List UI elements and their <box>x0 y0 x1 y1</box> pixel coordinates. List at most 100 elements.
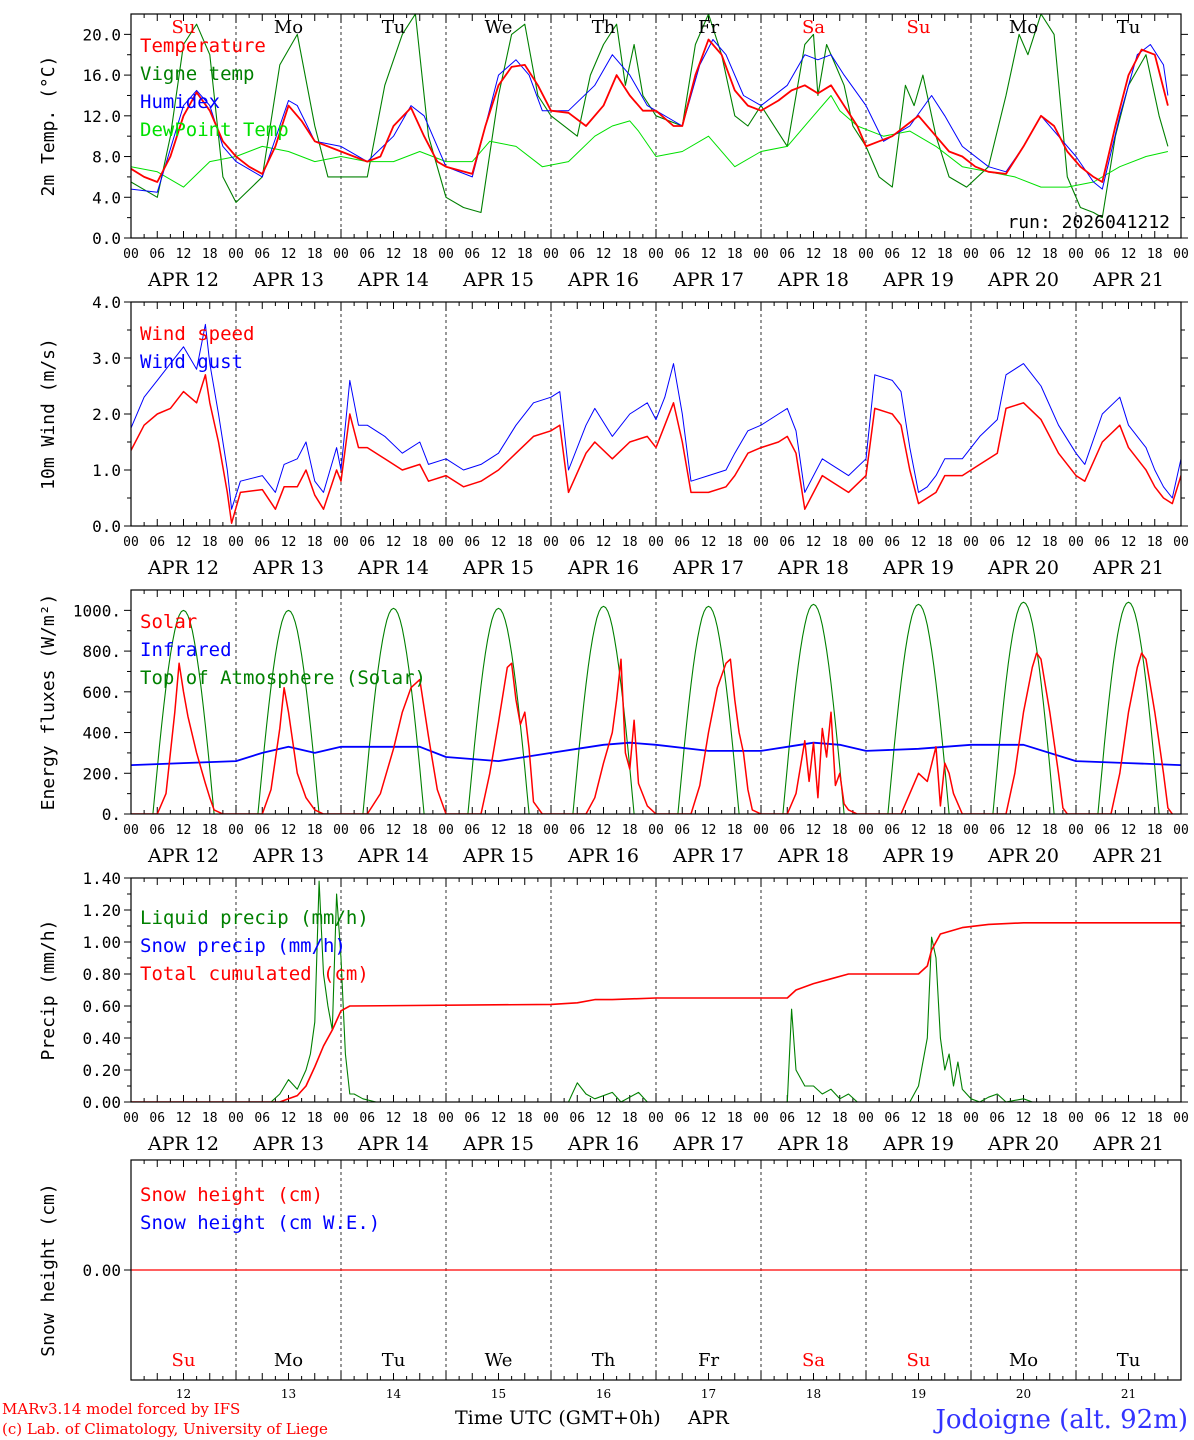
hour-tick-label: 18 <box>412 535 428 550</box>
hour-tick-label: 18 <box>622 823 638 838</box>
series-total-cumulated-cm- <box>131 922 1181 1102</box>
hour-tick-label: 18 <box>832 1111 848 1126</box>
hour-tick-label: 06 <box>1094 1111 1110 1126</box>
day-label: APR 17 <box>672 269 744 291</box>
plot-frame <box>130 589 1182 815</box>
weekday-label: Mo <box>1009 17 1038 38</box>
day-number-label: 21 <box>1121 1387 1136 1401</box>
day-number-label: 20 <box>1016 1387 1031 1401</box>
hour-tick-label: 00 <box>438 535 454 550</box>
hour-tick-label: 06 <box>989 1111 1005 1126</box>
day-label: APR 13 <box>252 269 324 291</box>
hour-tick-label: 00 <box>333 535 349 550</box>
hour-tick-label: 18 <box>1042 1111 1058 1126</box>
hour-tick-label: 00 <box>123 247 139 262</box>
hour-tick-label: 12 <box>281 823 297 838</box>
day-label: APR 12 <box>147 845 219 867</box>
hour-tick-label: 06 <box>569 823 585 838</box>
hour-tick-label: 18 <box>832 823 848 838</box>
y-tick-label: 1000. <box>73 601 121 620</box>
weekday-label: Fr <box>698 17 719 38</box>
hour-tick-label: 00 <box>438 823 454 838</box>
hour-tick-label: 12 <box>491 247 507 262</box>
series-group <box>131 323 1181 524</box>
hour-tick-label: 06 <box>884 535 900 550</box>
day-label: APR 21 <box>1092 557 1164 579</box>
hour-tick-label: 18 <box>412 823 428 838</box>
y-axis-label: 2m Temp. (°C) <box>38 56 59 197</box>
series-group <box>131 14 1169 219</box>
y-tick-label: 0.60 <box>82 997 121 1016</box>
hour-tick-label: 06 <box>989 535 1005 550</box>
day-label: APR 20 <box>987 1133 1059 1155</box>
x-axis-title: Time UTC (GMT+0h) <box>455 1407 661 1429</box>
hour-tick-label: 18 <box>727 535 743 550</box>
hour-tick-label: 00 <box>648 1111 664 1126</box>
hour-tick-label: 06 <box>569 247 585 262</box>
hour-tick-label: 00 <box>1173 823 1189 838</box>
hour-tick-label: 12 <box>1016 1111 1032 1126</box>
y-tick-label: 200. <box>82 764 121 783</box>
day-label: APR 15 <box>462 269 534 291</box>
day-number-label: 17 <box>701 1387 716 1401</box>
weekday-label: We <box>485 17 513 38</box>
hour-tick-label: 12 <box>386 1111 402 1126</box>
legend-entry: Humidex <box>140 91 220 113</box>
hour-tick-label: 12 <box>1016 535 1032 550</box>
hour-tick-label: 00 <box>1068 1111 1084 1126</box>
plot-frame <box>130 13 1182 239</box>
legend-entry: Temperature <box>140 35 266 57</box>
y-tick-label: 0.00 <box>82 1261 121 1280</box>
y-tick-label: 3.0 <box>92 349 121 368</box>
panel-temp: 0.0 4.0 8.0 12.0 16.0 20.0 Temperature Vigne te… <box>38 13 1189 291</box>
hour-tick-label: 00 <box>123 823 139 838</box>
legend-entry: Top of Atmosphere (Solar) <box>140 667 426 689</box>
panel-energy: 0. 200. 400. 600. 800. 1000. Solar Infrared Top … <box>38 589 1189 867</box>
hour-tick-label: 12 <box>176 823 192 838</box>
day-label: APR 16 <box>567 845 639 867</box>
hour-tick-label: 00 <box>963 535 979 550</box>
series-humidex <box>131 39 1169 193</box>
hour-tick-label: 00 <box>963 247 979 262</box>
hour-tick-label: 06 <box>884 1111 900 1126</box>
y-axis-label: Snow height (cm) <box>38 1183 59 1356</box>
hour-tick-label: 06 <box>989 823 1005 838</box>
hour-tick-label: 18 <box>1042 535 1058 550</box>
hour-tick-label: 06 <box>674 247 690 262</box>
hour-tick-label: 00 <box>753 1111 769 1126</box>
hour-tick-label: 18 <box>1042 823 1058 838</box>
weekday-label: Su <box>907 1350 931 1371</box>
hour-tick-label: 06 <box>1094 823 1110 838</box>
x-axis-month: APR <box>687 1407 730 1429</box>
hour-tick-label: 12 <box>1121 823 1137 838</box>
hour-tick-label: 18 <box>202 1111 218 1126</box>
panel-wind: 0.0 1.0 2.0 3.0 4.0 Wind speed Wind gust 10m Wi… <box>38 293 1189 579</box>
weekday-label: Sa <box>802 1350 825 1371</box>
hour-tick-label: 12 <box>386 247 402 262</box>
day-number-label: 15 <box>491 1387 506 1401</box>
series-wind-speed <box>131 374 1181 524</box>
hour-tick-label: 12 <box>596 247 612 262</box>
hour-tick-label: 18 <box>832 535 848 550</box>
series-group <box>131 601 1181 814</box>
run-label: run: 2026041212 <box>1007 212 1170 233</box>
y-axis-label: Energy fluxes (W/m²) <box>38 594 59 811</box>
hour-tick-label: 00 <box>228 535 244 550</box>
hour-tick-label: 06 <box>359 535 375 550</box>
hour-tick-label: 12 <box>386 535 402 550</box>
day-label: APR 20 <box>987 269 1059 291</box>
day-label: APR 12 <box>147 557 219 579</box>
weekday-label: Mo <box>1009 1350 1038 1371</box>
day-label: APR 18 <box>777 1133 849 1155</box>
hour-tick-label: 00 <box>333 1111 349 1126</box>
hour-tick-label: 06 <box>464 1111 480 1126</box>
y-tick-label: 4.0 <box>92 188 121 207</box>
hour-tick-label: 12 <box>806 247 822 262</box>
hour-tick-label: 12 <box>491 1111 507 1126</box>
hour-tick-label: 00 <box>543 1111 559 1126</box>
hour-tick-label: 18 <box>307 823 323 838</box>
hour-tick-label: 12 <box>1016 823 1032 838</box>
hour-tick-label: 06 <box>254 247 270 262</box>
legend-entry: Snow height (cm W.E.) <box>140 1212 380 1234</box>
hour-tick-label: 18 <box>622 247 638 262</box>
